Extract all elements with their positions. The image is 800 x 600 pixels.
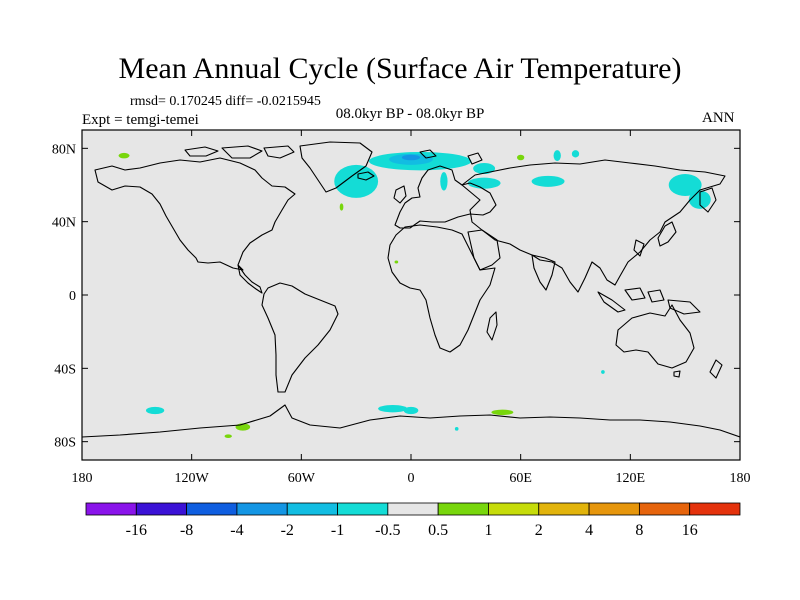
colorbar-label: 16 (682, 522, 698, 539)
y-tick-label: 80S (54, 436, 76, 451)
anomaly-region (531, 175, 565, 187)
colorbar-swatch (588, 502, 640, 516)
colorbar-label: 2 (535, 522, 543, 539)
coastlines (82, 141, 740, 438)
map-plot-area (82, 130, 740, 460)
colorbar-label: -0.5 (375, 522, 400, 539)
x-tick-label: 120E (616, 471, 646, 486)
colorbar-swatch (437, 502, 489, 516)
anomaly-region (394, 260, 399, 264)
anomaly-region (145, 406, 165, 415)
y-tick-label: 0 (69, 289, 76, 304)
colorbar-swatch (85, 502, 137, 516)
y-tick-label: 40S (54, 362, 76, 377)
colorbar-label: -4 (230, 522, 243, 539)
anomaly-region (668, 174, 702, 196)
anomaly-region (224, 434, 232, 438)
anomaly-region (378, 405, 408, 413)
x-tick-label: 60W (288, 471, 316, 486)
anomaly-region (467, 177, 501, 189)
colorbar-swatch (337, 502, 389, 516)
colorbar-swatch (387, 502, 439, 516)
colorbar-label: -1 (331, 522, 344, 539)
colorbar-swatch (638, 502, 691, 516)
experiment-label: Expt = temgi-temei (82, 112, 199, 128)
x-tick-label: 0 (408, 471, 415, 486)
x-tick-label: 120W (175, 471, 210, 486)
colorbar-label: -2 (281, 522, 294, 539)
anomaly-region (473, 163, 496, 174)
anomaly-region (454, 427, 459, 431)
anomaly-region (401, 154, 421, 161)
colorbar-label: -16 (126, 522, 147, 539)
x-tick-label: 180 (730, 471, 751, 486)
anomaly-region (440, 172, 448, 191)
colorbar-label: 0.5 (428, 522, 448, 539)
colorbar-swatch (488, 502, 540, 516)
chart-title: Mean Annual Cycle (Surface Air Temperatu… (118, 52, 682, 85)
colorbar-swatch (186, 502, 238, 516)
chart-subtitle: 08.0kyr BP - 08.0kyr BP (335, 106, 485, 122)
season-label: ANN (702, 110, 735, 126)
colorbar-swatch (286, 502, 338, 516)
colorbar-label: 8 (635, 522, 643, 539)
anomaly-region (517, 154, 525, 161)
colorbar-swatch (236, 502, 288, 516)
colorbar-label: -8 (180, 522, 193, 539)
y-tick-label: 40N (52, 216, 76, 231)
anomaly-region (491, 409, 514, 416)
anomaly-region (571, 150, 580, 158)
colorbar-label: 4 (585, 522, 593, 539)
colorbar-swatch (135, 502, 188, 516)
x-tick-label: 180 (72, 471, 93, 486)
anomaly-region (601, 370, 605, 374)
colorbar-swatch (689, 502, 741, 516)
y-tick-label: 80N (52, 142, 76, 157)
anomaly-region (334, 164, 379, 198)
anomaly-region (118, 152, 130, 159)
x-tick-label: 60E (509, 471, 532, 486)
colorbar-label: 1 (484, 522, 492, 539)
colorbar-swatch (538, 502, 590, 516)
anomaly-region (339, 203, 344, 211)
anomaly-region (553, 150, 561, 162)
anomaly-region (403, 406, 419, 415)
stats-label: rmsd= 0.170245 diff= -0.0215945 (130, 94, 321, 109)
